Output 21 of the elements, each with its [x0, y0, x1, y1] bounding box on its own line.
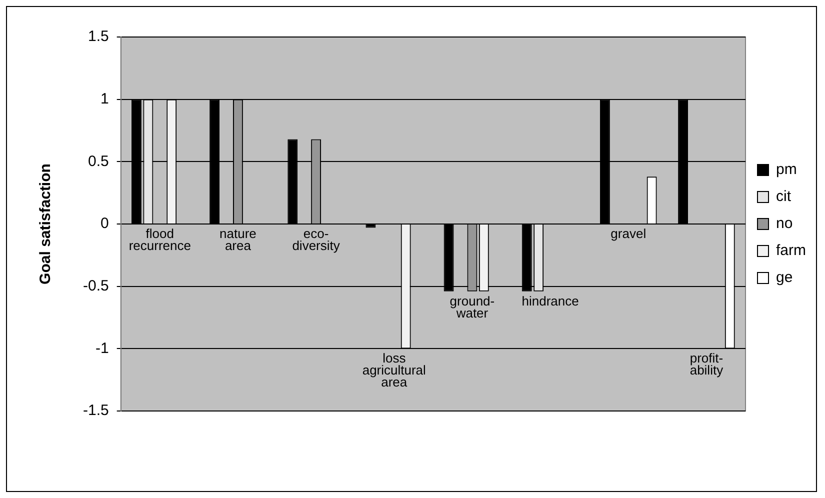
- y-tick-label: -0.5: [82, 277, 109, 294]
- y-tick-label: 1: [100, 90, 109, 108]
- y-tick-label: -1: [96, 340, 109, 357]
- x-tick-label: eco- diversity: [292, 226, 340, 254]
- x-tick-label: profit- ability: [690, 350, 724, 378]
- legend-label: pm: [776, 161, 797, 178]
- x-tick-label: gravel: [610, 226, 646, 242]
- legend-label: ge: [776, 269, 793, 286]
- x-tick-label: hindrance: [522, 293, 579, 308]
- x-tick-label: flood recurrence: [128, 226, 191, 254]
- y-tick-label: 1.5: [88, 28, 109, 46]
- x-tick-label: loss agricultural area: [362, 350, 426, 390]
- y-tick-label: 0.5: [88, 152, 109, 170]
- legend-label: cit: [776, 188, 792, 206]
- y-tick-label: 0: [100, 215, 109, 232]
- y-axis-title: Goal satisfaction: [37, 164, 54, 284]
- legend-label: farm: [776, 242, 806, 260]
- y-tick-label: -1.5: [82, 402, 109, 420]
- x-tick-label: nature area: [220, 226, 256, 254]
- x-tick-label: ground- water: [450, 293, 495, 320]
- legend-label: no: [776, 215, 793, 232]
